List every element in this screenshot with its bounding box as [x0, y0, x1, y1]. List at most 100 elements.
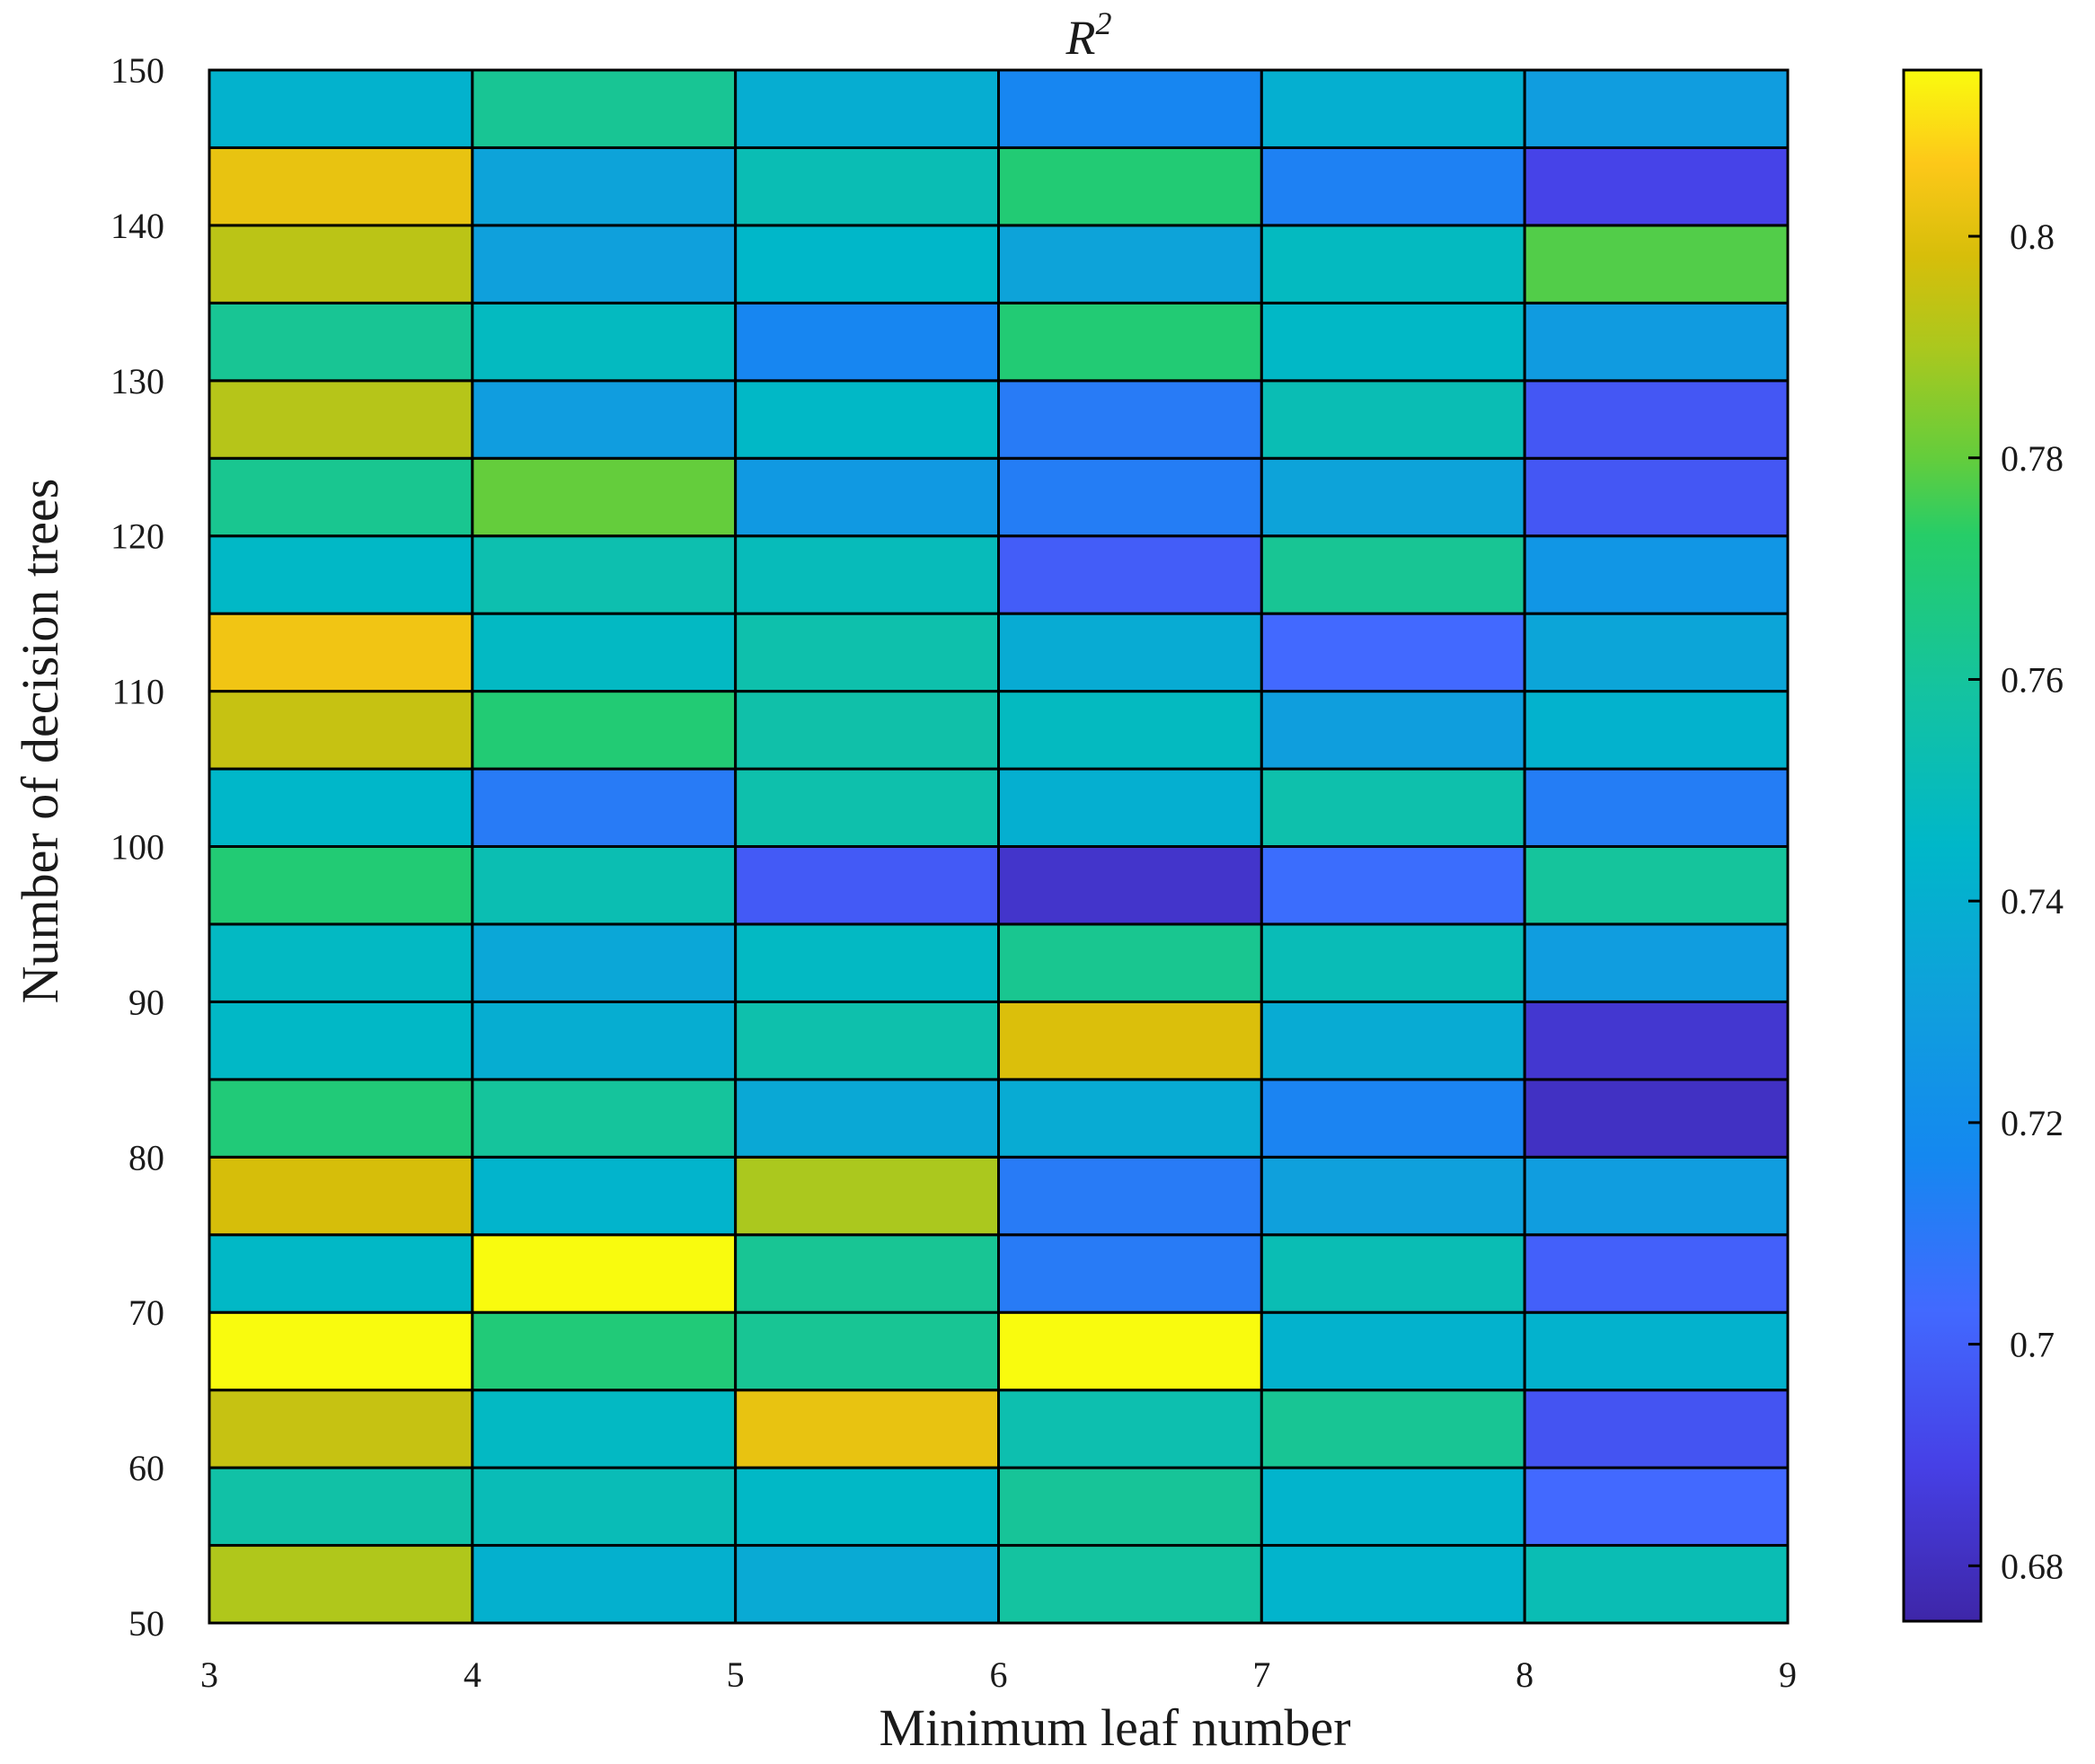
- heatmap-cell: [471, 1078, 738, 1159]
- heatmap-cell: [997, 146, 1263, 227]
- heatmap-cell: [1523, 1389, 1790, 1469]
- heatmap-cell: [471, 301, 738, 383]
- heatmap-cell: [1260, 612, 1526, 693]
- heatmap-cell: [471, 534, 738, 615]
- heatmap-cell: [1260, 1389, 1526, 1469]
- heatmap-cell: [1523, 146, 1790, 227]
- heatmap-cell: [1260, 1233, 1526, 1314]
- heatmap-cell: [208, 456, 474, 538]
- heatmap-cell: [471, 68, 738, 149]
- heatmap-cell: [734, 1155, 1001, 1237]
- heatmap-cell: [1260, 1466, 1526, 1548]
- y-tick-label: 60: [128, 1448, 164, 1488]
- heatmap-cell: [208, 1310, 474, 1392]
- heatmap-cell: [1523, 1000, 1790, 1081]
- heatmap-cell: [471, 1466, 738, 1548]
- heatmap-cell: [1523, 1466, 1790, 1548]
- heatmap-cell: [997, 1155, 1263, 1237]
- x-tick-label: 7: [1252, 1654, 1270, 1695]
- heatmap-cell: [997, 534, 1263, 615]
- heatmap-cell: [208, 1000, 474, 1081]
- heatmap-cell: [1260, 767, 1526, 848]
- y-tick-label: 90: [128, 982, 164, 1022]
- heatmap-cell: [1523, 534, 1790, 615]
- heatmap-cell: [471, 922, 738, 1003]
- heatmap-cell: [1260, 379, 1526, 460]
- heatmap-cell: [734, 534, 1001, 615]
- heatmap-cell: [471, 1310, 738, 1392]
- heatmap-cell: [1523, 845, 1790, 926]
- heatmap-cell: [1523, 379, 1790, 460]
- colorbar-tick-label: 0.68: [2001, 1546, 2064, 1586]
- heatmap-cell: [1523, 612, 1790, 693]
- heatmap-cell: [997, 301, 1263, 383]
- heatmap-cell: [471, 1544, 738, 1625]
- y-tick-label: 80: [128, 1137, 164, 1177]
- heatmap-cell: [208, 922, 474, 1003]
- heatmap-cell: [1523, 456, 1790, 538]
- heatmap-cell: [208, 767, 474, 848]
- heatmap-cell: [1523, 767, 1790, 848]
- heatmap-cell: [734, 1544, 1001, 1625]
- y-tick-label: 50: [128, 1603, 164, 1644]
- colorbar-tick-label: 0.76: [2001, 659, 2064, 700]
- heatmap-cell: [471, 1233, 738, 1314]
- heatmap-cell: [1260, 1000, 1526, 1081]
- y-axis-ticks: 50 60 70 80 90 100 110 120 130 140 150: [110, 50, 164, 1644]
- heatmap-cell: [997, 1000, 1263, 1081]
- heatmap-cell: [997, 1310, 1263, 1392]
- heatmap-cell: [208, 534, 474, 615]
- heatmap-cell: [997, 1389, 1263, 1469]
- heatmap-cell: [208, 1544, 474, 1625]
- heatmap-cell: [734, 456, 1001, 538]
- heatmap-cell: [1260, 301, 1526, 383]
- heatmap-cell: [734, 224, 1001, 304]
- x-axis-ticks: 3 4 5 6 7 8 9: [200, 1654, 1797, 1695]
- heatmap-cell: [997, 1233, 1263, 1314]
- colorbar-tick-label: 0.8: [2010, 216, 2055, 257]
- x-tick-label: 6: [990, 1654, 1008, 1695]
- heatmap-cell: [997, 456, 1263, 538]
- heatmap-cell: [1260, 845, 1526, 926]
- heatmap-cell: [734, 922, 1001, 1003]
- heatmap-cell: [1260, 224, 1526, 304]
- heatmap-cell: [471, 612, 738, 693]
- heatmap-cell: [208, 845, 474, 926]
- chart-title: R2: [1065, 5, 1112, 65]
- heatmap-cell: [208, 690, 474, 771]
- heatmap-cell: [1260, 1310, 1526, 1392]
- heatmap-cell: [997, 922, 1263, 1003]
- heatmap-cell: [208, 1466, 474, 1548]
- heatmap-cell: [208, 612, 474, 693]
- heatmap-cell: [734, 68, 1001, 149]
- chart-title-superscript: 2: [1096, 5, 1112, 41]
- heatmap-cell: [471, 690, 738, 771]
- y-axis-label: Number of decision trees: [11, 479, 69, 1004]
- heatmap-cell: [734, 1233, 1001, 1314]
- heatmap-cell: [734, 612, 1001, 693]
- colorbar-ticks: 0.68 0.7 0.72 0.74 0.76 0.78 0.8: [1968, 216, 2064, 1586]
- heatmap-cell: [997, 1544, 1263, 1625]
- heatmap-cells: [208, 68, 1790, 1625]
- heatmap-cell: [997, 845, 1263, 926]
- heatmap-cell: [1260, 1544, 1526, 1625]
- heatmap-cell: [471, 379, 738, 460]
- heatmap-cell: [208, 224, 474, 304]
- heatmap-cell: [1523, 1310, 1790, 1392]
- colorbar: [1902, 68, 1983, 1623]
- heatmap-cell: [1260, 922, 1526, 1003]
- heatmap-cell: [471, 1389, 738, 1469]
- heatmap-cell: [471, 1000, 738, 1081]
- plot-frame: [208, 68, 1790, 1625]
- heatmap-cell: [734, 1000, 1001, 1081]
- heatmap-cell: [1523, 1544, 1790, 1625]
- heatmap-cell: [1260, 534, 1526, 615]
- heatmap-cell: [734, 690, 1001, 771]
- y-tick-label: 130: [110, 361, 164, 401]
- heatmap-cell: [734, 845, 1001, 926]
- heatmap-cell: [1260, 68, 1526, 149]
- y-tick-label: 120: [110, 516, 164, 557]
- heatmap-cell: [471, 456, 738, 538]
- heatmap-cell: [471, 1155, 738, 1237]
- heatmap-cell: [1260, 1155, 1526, 1237]
